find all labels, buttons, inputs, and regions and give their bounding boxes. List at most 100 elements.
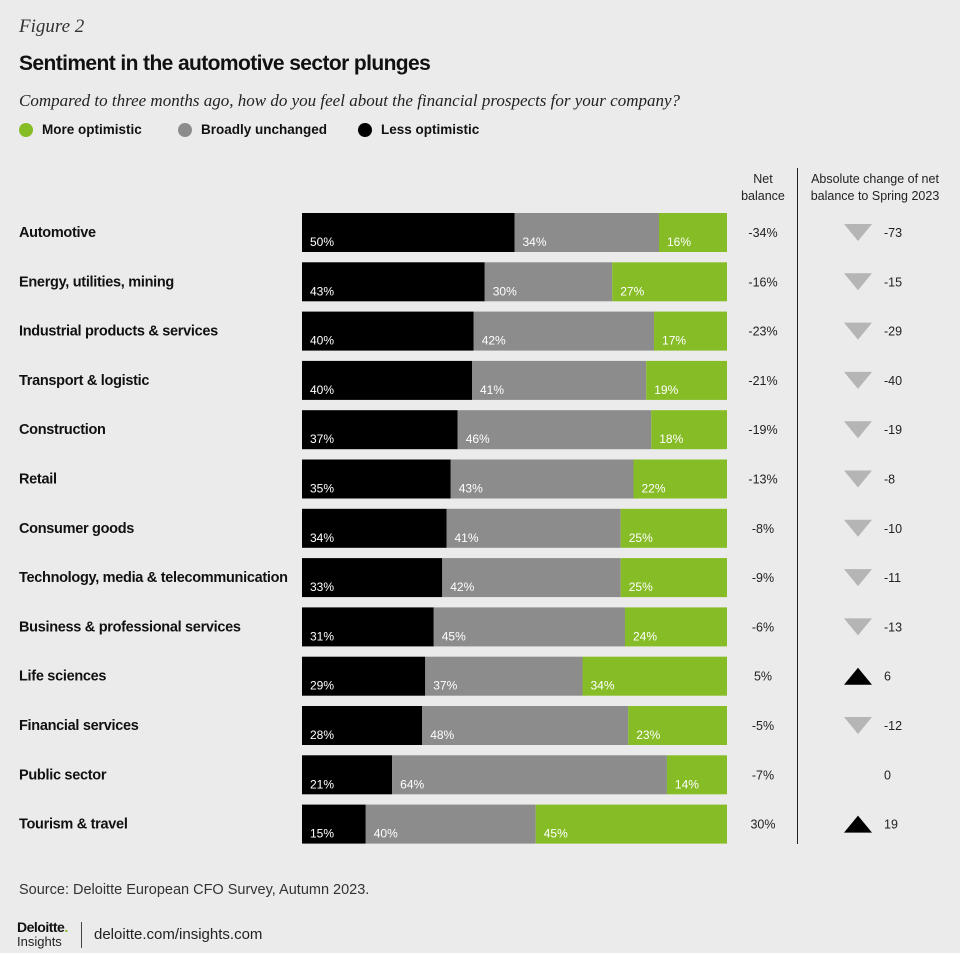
data-label: 18%: [659, 432, 683, 446]
data-label: 41%: [455, 531, 479, 545]
data-label: 45%: [544, 827, 568, 841]
category-label-retail: Retail: [19, 472, 57, 488]
data-label: 50%: [310, 235, 334, 249]
data-label: 27%: [620, 284, 644, 298]
data-label: 64%: [400, 777, 424, 791]
bar-segment-more-optimistic: [625, 607, 727, 647]
legend-swatch: [178, 122, 192, 137]
bar-segment-more-optimistic: [620, 508, 727, 548]
net-balance-value: -23%: [748, 325, 777, 339]
down-triangle-icon: [844, 569, 872, 587]
net-balance-value: -9%: [752, 571, 774, 585]
bar-segment-broadly-unchanged: [514, 213, 659, 252]
bar-segment-broadly-unchanged: [473, 311, 655, 351]
absolute-change-value: -19: [884, 423, 902, 437]
absolute-change-header: Absolute change of net balance to Spring…: [810, 172, 940, 203]
net-balance-header: Net balance: [741, 172, 785, 203]
legend-label: More optimistic: [42, 122, 142, 137]
absolute-change-value: 6: [884, 670, 891, 684]
data-label: 42%: [482, 334, 506, 348]
bar-segment-more-optimistic: [612, 262, 727, 302]
category-label-transport-logistic: Transport & logistic: [19, 373, 149, 389]
deloitte-insights-logo: Deloitte. Insights: [17, 920, 68, 949]
logo-dot: .: [64, 919, 69, 935]
category-label-financial-services: Financial services: [19, 718, 139, 734]
data-label: 40%: [310, 383, 334, 397]
data-label: 15%: [310, 827, 334, 841]
legend-swatch: [19, 122, 33, 137]
category-label-energy-utilities-mining: Energy, utilities, mining: [19, 274, 174, 290]
data-label: 23%: [636, 728, 660, 742]
footer-url[interactable]: deloitte.com/insights.com: [94, 926, 263, 943]
bar-segment-broadly-unchanged: [472, 360, 647, 400]
down-triangle-icon: [844, 322, 872, 340]
bar-segment-less-optimistic: [302, 311, 474, 351]
bar-segment-more-optimistic: [535, 804, 727, 844]
data-label: 34%: [523, 235, 547, 249]
logo-sub: Insights: [17, 934, 62, 949]
down-triangle-icon: [844, 224, 872, 241]
up-triangle-icon: [844, 815, 872, 833]
bar-segment-broadly-unchanged: [484, 262, 613, 302]
absolute-change-value: -11: [884, 571, 901, 585]
legend-label: Broadly unchanged: [201, 122, 328, 137]
data-label: 40%: [374, 827, 398, 841]
bar-segment-less-optimistic: [302, 607, 434, 647]
category-label-construction: Construction: [19, 422, 106, 438]
legend-label: Less optimistic: [381, 122, 480, 137]
absolute-change-value: -40: [884, 374, 902, 388]
bar-segment-less-optimistic: [302, 360, 472, 400]
footer-separator: [81, 922, 82, 948]
data-label: 48%: [430, 728, 454, 742]
bar-segment-more-optimistic: [666, 755, 727, 795]
net-balance-value: -16%: [748, 275, 777, 289]
up-triangle-icon: [844, 667, 872, 685]
data-label: 40%: [310, 334, 334, 348]
data-label: 22%: [642, 482, 666, 496]
net-balance-value: 30%: [750, 818, 775, 832]
data-label: 33%: [310, 580, 334, 594]
bar-segment-broadly-unchanged: [433, 607, 625, 647]
bar-segment-more-optimistic: [628, 706, 727, 745]
absolute-change-value: 19: [884, 818, 898, 832]
down-triangle-icon: [844, 421, 872, 439]
net-balance-value: -19%: [748, 423, 777, 437]
data-label: 46%: [466, 432, 490, 446]
bar-segment-broadly-unchanged: [446, 508, 621, 548]
data-label: 29%: [310, 679, 334, 693]
data-label: 42%: [450, 580, 474, 594]
bar-segment-more-optimistic: [620, 558, 727, 598]
category-label-life-sciences: Life sciences: [19, 669, 106, 685]
bar-segment-less-optimistic: [302, 213, 515, 252]
absolute-change-value: -15: [884, 275, 902, 289]
bar-segment-less-optimistic: [302, 656, 426, 696]
bar-segment-more-optimistic: [633, 459, 727, 499]
category-label-business-professional-services: Business & professional services: [19, 619, 241, 635]
absolute-change-value: -29: [884, 325, 902, 339]
down-triangle-icon: [844, 519, 872, 537]
category-label-industrial-products-services: Industrial products & services: [19, 324, 218, 340]
bar-segment-less-optimistic: [302, 459, 451, 499]
data-label: 28%: [310, 728, 334, 742]
down-triangle-icon: [844, 371, 872, 389]
category-label-consumer-goods: Consumer goods: [19, 521, 134, 537]
column-divider: [797, 168, 798, 844]
data-label: 16%: [667, 235, 691, 249]
net-balance-value: 5%: [754, 670, 772, 684]
legend-item-less-optimistic: Less optimistic: [358, 122, 479, 137]
data-label: 21%: [310, 777, 334, 791]
bar-segment-less-optimistic: [302, 508, 447, 548]
down-triangle-icon: [844, 470, 872, 488]
bar-segment-broadly-unchanged: [457, 410, 652, 450]
category-label-tourism-travel: Tourism & travel: [19, 817, 128, 833]
bar-segment-broadly-unchanged: [365, 804, 536, 844]
bar-segment-less-optimistic: [302, 262, 485, 302]
stacked-bar-chart: Automotive 50% 34% 16% -34% -73 Energy, utilit…: [19, 213, 902, 844]
absolute-change-value: -10: [884, 522, 902, 536]
figure-label: Figure 2: [19, 16, 85, 37]
down-triangle-icon: [844, 717, 872, 734]
data-label: 45%: [442, 629, 466, 643]
absolute-change-value: -13: [884, 620, 902, 634]
chart-subtitle: Compared to three months ago, how do you…: [19, 91, 681, 110]
category-label-automotive: Automotive: [19, 225, 96, 241]
